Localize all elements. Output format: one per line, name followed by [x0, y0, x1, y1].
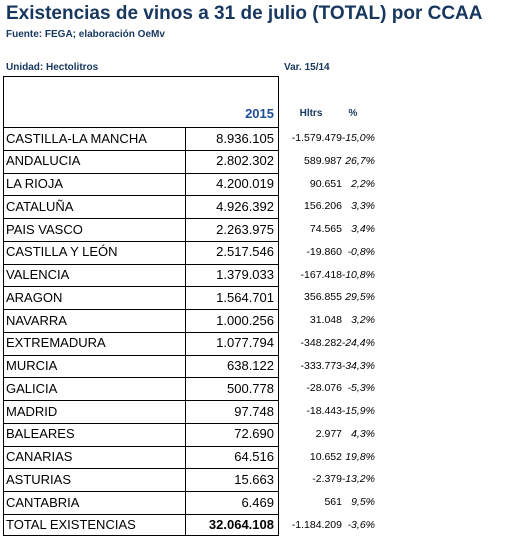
- row-line: [3, 240, 278, 242]
- variation-pct: 3,4%: [351, 223, 375, 235]
- region: MURCIA: [6, 358, 58, 373]
- stock-2015: 15.663: [234, 471, 274, 487]
- variation-hl: 561: [324, 496, 342, 508]
- unit: Unidad: Hectolitros: [6, 62, 99, 73]
- stock-2015: 1.379.033: [216, 267, 274, 282]
- row-line: [3, 513, 278, 515]
- variation-hl: 156.206: [304, 200, 342, 213]
- title: Existencias de vinos a 31 de julio (TOTA…: [6, 3, 483, 24]
- row-line: [3, 331, 278, 333]
- region: CANARIAS: [6, 449, 73, 464]
- variation-hl: -348.282: [300, 336, 342, 349]
- variation-pct: 4,3%: [351, 427, 375, 440]
- stock-2015: 6.469: [241, 494, 274, 510]
- variation-pct: 3,3%: [351, 200, 375, 213]
- variation-pct: -5,3%: [347, 382, 375, 395]
- variation-hl: 74.565: [309, 223, 342, 235]
- variation-hl: 589.987: [304, 154, 342, 167]
- row-line: [3, 195, 278, 197]
- region: NAVARRA: [6, 312, 67, 328]
- stock-2015: 32.064.108: [208, 517, 274, 533]
- stock-2015: 1.077.794: [216, 335, 274, 351]
- region: CASTILLA-LA MANCHA: [6, 130, 147, 146]
- column-header: %: [348, 108, 358, 119]
- region: PAIS VASCO: [6, 221, 83, 237]
- region: LA RIOJA: [6, 176, 64, 191]
- row-line: [3, 286, 278, 288]
- row-line: [3, 422, 278, 424]
- variation-pct: 9,5%: [351, 496, 375, 508]
- row-line: [3, 354, 278, 356]
- stock-2015: 2.802.302: [216, 153, 274, 169]
- column-header: 2015: [245, 106, 274, 121]
- variation-hl: -18.443: [306, 405, 342, 417]
- row-line: [3, 127, 278, 128]
- variation-hl: -1.184.209: [291, 518, 342, 531]
- row-line: [3, 445, 278, 447]
- stock-2015: 8.936.105: [216, 130, 274, 146]
- stock-2015: 64.516: [234, 449, 274, 464]
- region: TOTAL EXISTENCIAS: [6, 517, 136, 533]
- row-line: [3, 218, 278, 219]
- column-header: Hltrs: [299, 108, 323, 119]
- variation-pct: -15,0%: [341, 132, 375, 144]
- variation-hl: 2.977: [315, 427, 342, 440]
- variation-pct: -0,8%: [347, 245, 375, 258]
- region: MADRID: [6, 403, 58, 419]
- source: Fuente: FEGA; elaboración OeMv: [6, 29, 165, 40]
- variation-pct: -34,3%: [341, 359, 375, 372]
- variation-pct: 2,2%: [351, 177, 375, 190]
- variation-pct: -13,2%: [341, 473, 375, 486]
- variation-hl: 90.651: [309, 177, 342, 190]
- stock-2015: 4.200.019: [216, 176, 274, 191]
- stock-2015: 638.122: [227, 358, 274, 373]
- variation-hl: -1.579.479: [291, 132, 342, 144]
- row-line: [3, 491, 278, 492]
- row-line: [3, 377, 278, 379]
- row-line: [3, 172, 278, 174]
- row-line: [3, 468, 278, 470]
- variation-hl: -19.860: [306, 245, 342, 258]
- row-line: [3, 309, 278, 310]
- variation-hl: -2.379: [312, 473, 342, 486]
- stock-2015: 1.564.701: [216, 289, 274, 305]
- stock-2015: 97.748: [234, 403, 274, 419]
- region: CANTABRIA: [6, 494, 80, 510]
- stock-2015: 2.263.975: [216, 221, 274, 237]
- stock-2015: 2.517.546: [216, 244, 274, 260]
- row-line: [3, 263, 278, 265]
- variation-pct: -24,4%: [341, 336, 375, 349]
- stock-2015: 4.926.392: [216, 198, 274, 214]
- region: CATALUÑA: [6, 198, 74, 214]
- region: EXTREMADURA: [6, 335, 106, 351]
- variation-pct: 26,7%: [345, 154, 375, 167]
- variation-pct: 3,2%: [351, 314, 375, 326]
- variation-pct: 19,8%: [345, 450, 375, 463]
- variation-label: Var. 15/14: [284, 62, 330, 73]
- variation-hl: -28.076: [306, 382, 342, 395]
- variation-hl: -167.418: [300, 268, 342, 281]
- variation-pct: 29,5%: [345, 291, 375, 304]
- region: ARAGON: [6, 289, 63, 305]
- row-line: [3, 149, 278, 151]
- region: BALEARES: [6, 426, 75, 442]
- stock-2015: 72.690: [234, 426, 274, 442]
- region: GALICIA: [6, 380, 58, 396]
- region: ANDALUCIA: [6, 153, 81, 169]
- region: ASTURIAS: [6, 471, 72, 487]
- stock-2015: 1.000.256: [216, 312, 274, 328]
- variation-hl: -333.773: [300, 359, 342, 372]
- variation-hl: 31.048: [309, 314, 342, 326]
- stock-2015: 500.778: [227, 380, 274, 396]
- variation-pct: -15,9%: [341, 405, 375, 417]
- region: VALENCIA: [6, 267, 70, 282]
- row-line: [3, 400, 278, 401]
- variation-hl: 356.855: [304, 291, 342, 304]
- variation-hl: 10.652: [309, 450, 342, 463]
- region: CASTILLA Y LEÓN: [6, 244, 118, 260]
- variation-pct: -3,6%: [347, 518, 375, 531]
- variation-pct: -10,8%: [341, 268, 375, 281]
- column-separator: [185, 127, 186, 535]
